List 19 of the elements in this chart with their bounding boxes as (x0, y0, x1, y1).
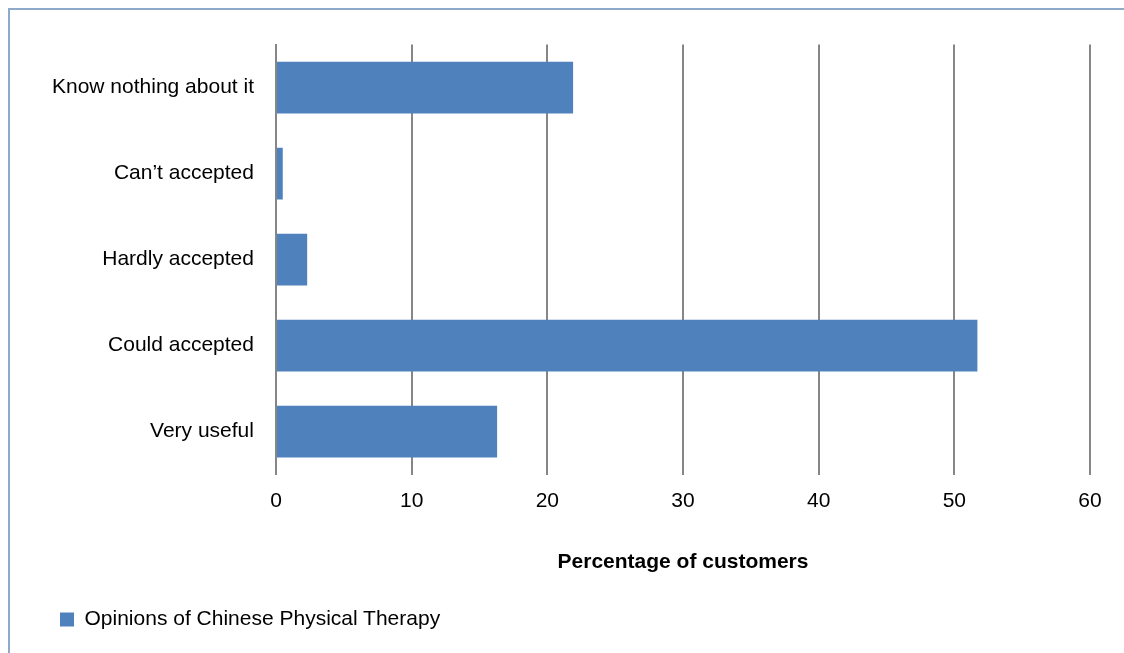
legend-label: Opinions of Chinese Physical Therapy (84, 606, 441, 630)
bar (276, 233, 308, 286)
bar (276, 61, 574, 114)
y-tick-label: Hardly accepted (102, 246, 254, 270)
x-axis-title: Percentage of customers (557, 549, 809, 573)
x-tick-label: 50 (942, 488, 967, 511)
bar (276, 147, 283, 200)
y-tick-label: Very useful (150, 418, 254, 442)
y-tick-label: Could accepted (108, 332, 254, 356)
x-tick-label: 30 (671, 488, 695, 511)
bar (276, 319, 978, 372)
x-tick-label: 10 (399, 488, 424, 511)
bar (276, 405, 498, 458)
x-tick-label: 20 (535, 488, 559, 511)
y-tick-label: Can’t accepted (113, 160, 254, 184)
x-tick-label: 40 (806, 488, 831, 511)
x-tick-label: 60 (1078, 488, 1102, 511)
y-tick-label: Know nothing about it (52, 74, 255, 98)
x-tick-label: 0 (270, 488, 282, 511)
